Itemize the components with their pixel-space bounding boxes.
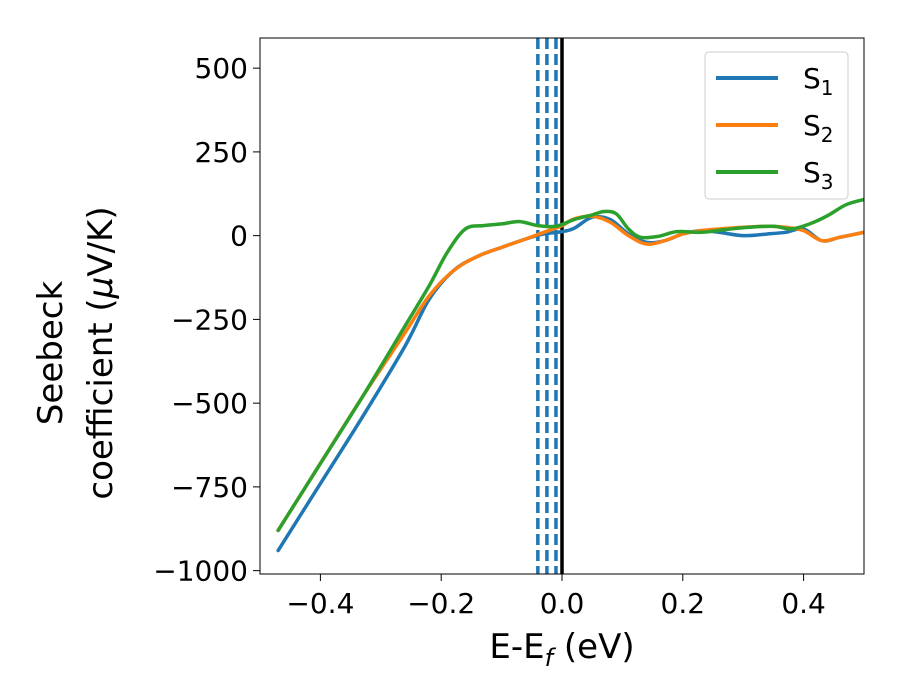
y-tick-label: −500 <box>171 387 248 420</box>
x-axis-label: E-Ef (eV) <box>489 627 634 672</box>
y-tick-label: 0 <box>230 220 248 253</box>
legend-label-s1: S1 <box>803 62 834 100</box>
x-tick-label: −0.4 <box>286 587 354 620</box>
series-line-s1 <box>276 214 864 553</box>
series-line-s2 <box>276 214 864 533</box>
series-line-s3 <box>276 197 864 533</box>
x-tick-label: 0.2 <box>661 587 706 620</box>
y-axis-label: Seebeck coefficient (μV/K) <box>31 206 121 499</box>
y-tick-label: −750 <box>171 471 248 504</box>
reference-lines <box>536 38 564 574</box>
y-axis: 500 250 0 −250 −500 −750 −1000 <box>153 52 260 588</box>
legend-label-s2: S2 <box>803 109 834 147</box>
x-tick-label: 0.4 <box>781 587 826 620</box>
x-axis: −0.4 −0.2 0.0 0.2 0.4 <box>286 574 826 620</box>
series-lines <box>276 197 864 553</box>
y-axis-label-line1: Seebeck <box>31 281 71 426</box>
y-axis-label-line2: coefficient (μV/K) <box>81 206 121 499</box>
y-tick-label: 250 <box>195 136 248 169</box>
y-tick-label: −250 <box>171 303 248 336</box>
legend-label-s3: S3 <box>803 156 834 194</box>
legend: S1 S2 S3 <box>704 51 849 200</box>
x-tick-label: 0.0 <box>540 587 585 620</box>
y-tick-label: 500 <box>195 52 248 85</box>
x-tick-label: −0.2 <box>407 587 475 620</box>
y-tick-label: −1000 <box>153 555 248 588</box>
